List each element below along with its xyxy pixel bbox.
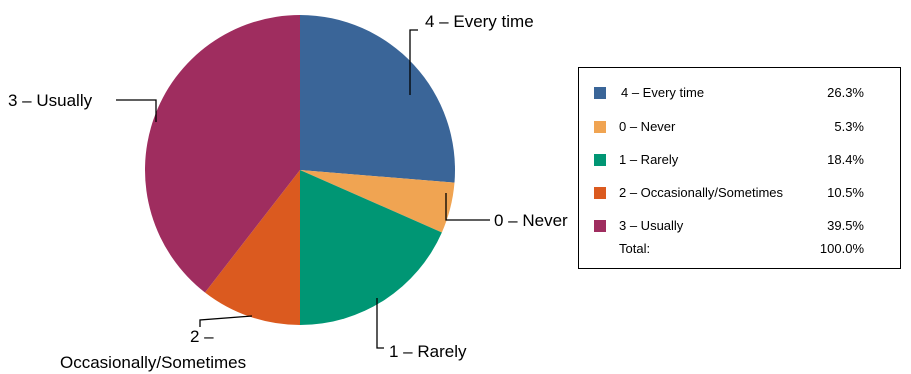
legend-item-rarely: 1 – Rarely 18.4% xyxy=(594,151,884,169)
legend-item-occasionally: 2 – Occasionally/Sometimes 10.5% xyxy=(594,184,884,202)
leader-line-usually xyxy=(116,99,157,122)
leader-line-rarely xyxy=(376,298,384,349)
legend-item-never: 0 – Never 5.3% xyxy=(594,118,884,136)
legend-total-label: Total: xyxy=(619,241,651,256)
leader-line-never xyxy=(445,193,490,221)
callout-label-occasionally-line1: 2 – xyxy=(190,327,214,346)
legend-value: 39.5% xyxy=(827,218,864,233)
pie-slice-4 xyxy=(144,15,300,293)
legend-item-every-time: 4 – Every time 26.3% xyxy=(594,84,884,102)
pie-slice-1 xyxy=(300,170,455,233)
legend-value: 18.4% xyxy=(827,152,864,167)
pie-slice-3 xyxy=(204,170,300,325)
callout-label-usually: 3 – Usually xyxy=(8,91,93,110)
legend-swatch xyxy=(594,187,606,199)
legend-item-usually: 3 – Usually 39.5% xyxy=(594,217,884,235)
legend-total-row: Total: 100.0% xyxy=(594,240,884,258)
pie-slice-0 xyxy=(300,15,455,183)
legend-swatch xyxy=(594,87,606,99)
callout-label-every-time: 4 – Every time xyxy=(425,12,534,31)
legend-label: 3 – Usually xyxy=(619,218,684,233)
legend-label: 1 – Rarely xyxy=(619,152,679,167)
chart-legend: 4 – Every time 26.3% 0 – Never 5.3% 1 – … xyxy=(578,67,901,269)
legend-value: 10.5% xyxy=(827,185,864,200)
legend-label: 0 – Never xyxy=(619,119,676,134)
pie-slices xyxy=(144,15,455,325)
legend-value: 26.3% xyxy=(827,85,864,100)
callout-label-never: 0 – Never xyxy=(494,211,568,230)
pie-slice-2 xyxy=(300,170,442,325)
legend-swatch xyxy=(594,121,606,133)
legend-value: 5.3% xyxy=(834,119,864,134)
legend-label: 2 – Occasionally/Sometimes xyxy=(619,185,784,200)
legend-swatch xyxy=(594,220,606,232)
leader-line-occasionally xyxy=(199,315,253,327)
legend-label: 4 – Every time xyxy=(621,85,705,100)
legend-swatch xyxy=(594,154,606,166)
callout-label-rarely: 1 – Rarely xyxy=(389,342,467,361)
leader-line-every-time xyxy=(409,29,418,95)
callout-label-occasionally-line2: Occasionally/Sometimes xyxy=(60,353,246,372)
legend-total-value: 100.0% xyxy=(819,241,864,256)
